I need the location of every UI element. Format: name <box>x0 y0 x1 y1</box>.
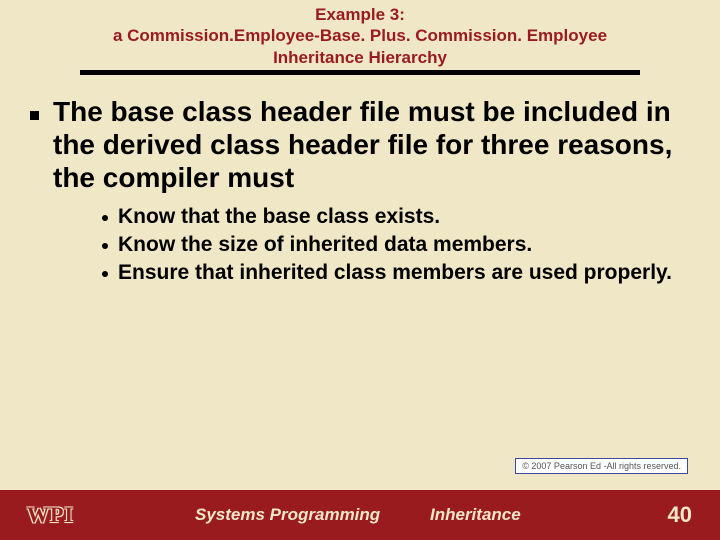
footer-course-label: Systems Programming <box>195 505 380 525</box>
list-item: Know the size of inherited data members. <box>102 232 680 258</box>
title-line-1: Example 3: <box>315 5 405 24</box>
list-item: Know that the base class exists. <box>102 204 680 230</box>
dot-bullet-icon <box>102 243 108 249</box>
slide-title: Example 3: a Commission.Employee-Base. P… <box>113 4 607 68</box>
logo: WPI <box>24 501 77 529</box>
dot-bullet-icon <box>102 215 108 221</box>
list-item: Ensure that inherited class members are … <box>102 260 680 286</box>
slide: Example 3: a Commission.Employee-Base. P… <box>0 0 720 540</box>
sub-bullet-list: Know that the base class exists. Know th… <box>102 204 680 287</box>
logo-text: WPI <box>24 501 77 529</box>
copyright-box: © 2007 Pearson Ed -All rights reserved. <box>515 458 688 474</box>
sub-bullet-text: Know the size of inherited data members. <box>118 232 532 258</box>
dot-bullet-icon <box>102 271 108 277</box>
title-line-2: a Commission.Employee-Base. Plus. Commis… <box>113 26 607 45</box>
footer-topic-label: Inheritance <box>430 505 521 525</box>
footer-bar: WPI Systems Programming Inheritance 40 <box>0 490 720 540</box>
sub-bullet-text: Ensure that inherited class members are … <box>118 260 672 286</box>
square-bullet-icon <box>30 111 39 120</box>
copyright-text: © 2007 Pearson Ed -All rights reserved. <box>522 461 681 471</box>
title-block: Example 3: a Commission.Employee-Base. P… <box>0 0 720 70</box>
page-number: 40 <box>668 502 692 528</box>
footer-inner: WPI Systems Programming Inheritance 40 <box>0 490 720 540</box>
title-line-3: Inheritance Hierarchy <box>273 48 447 67</box>
main-bullet-text: The base class header file must be inclu… <box>53 95 680 194</box>
sub-bullet-text: Know that the base class exists. <box>118 204 440 230</box>
main-bullet: The base class header file must be inclu… <box>30 95 680 194</box>
